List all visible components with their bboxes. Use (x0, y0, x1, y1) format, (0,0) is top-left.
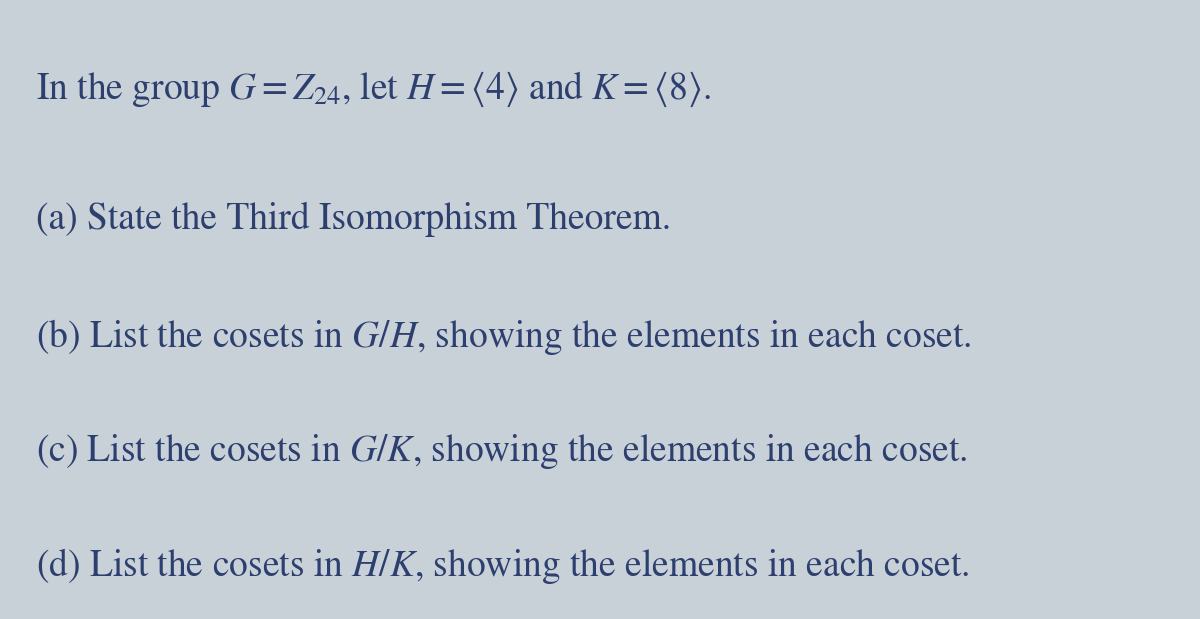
Text: (a) State the Third Isomorphism Theorem.: (a) State the Third Isomorphism Theorem. (36, 202, 671, 238)
Text: (d) List the cosets in $H/K$, showing the elements in each coset.: (d) List the cosets in $H/K$, showing th… (36, 547, 970, 586)
Text: (b) List the cosets in $G/H$, showing the elements in each coset.: (b) List the cosets in $G/H$, showing th… (36, 318, 972, 357)
Text: (c) List the cosets in $G/K$, showing the elements in each coset.: (c) List the cosets in $G/K$, showing th… (36, 432, 967, 472)
Text: In the group $G = Z_{24}$, let $H = \langle 4\rangle$ and $K = \langle 8\rangle$: In the group $G = Z_{24}$, let $H = \lan… (36, 70, 710, 110)
